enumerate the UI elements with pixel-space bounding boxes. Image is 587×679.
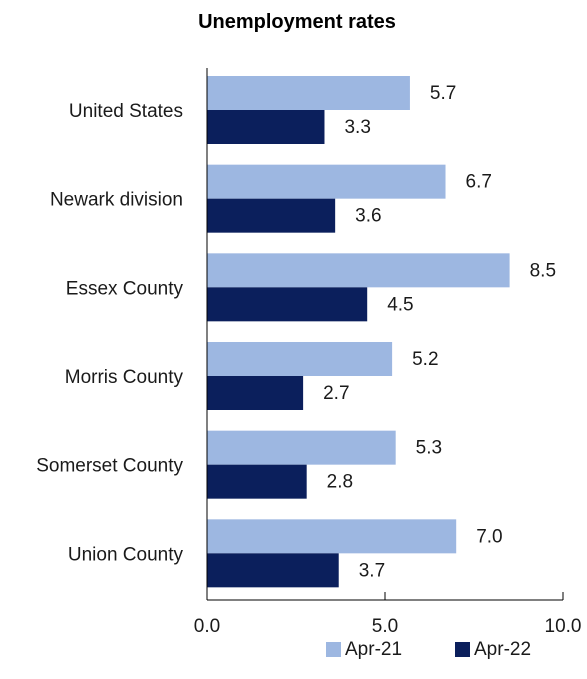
value-label-apr-22-newark-division: 3.6 xyxy=(355,206,381,227)
value-label-apr-21-morris-county: 5.2 xyxy=(412,349,438,370)
value-label-apr-21-somerset-county: 5.3 xyxy=(416,438,442,459)
category-label-somerset-county: Somerset County xyxy=(36,456,183,477)
value-label-apr-21-newark-division: 6.7 xyxy=(466,172,492,193)
value-label-apr-22-union-county: 3.7 xyxy=(359,560,385,581)
bar-apr-22-union-county xyxy=(207,553,339,588)
legend-swatch-apr-21 xyxy=(326,642,341,657)
value-label-apr-22-essex-county: 4.5 xyxy=(387,294,413,315)
x-tick-label: 10.0 xyxy=(545,616,582,637)
value-label-apr-22-somerset-county: 2.8 xyxy=(327,472,353,493)
bar-apr-21-united-states xyxy=(207,76,410,110)
bar-apr-22-essex-county xyxy=(207,287,368,322)
value-label-apr-22-morris-county: 2.7 xyxy=(323,383,349,404)
bar-apr-22-newark-division xyxy=(207,198,336,233)
x-tick-label: 0.0 xyxy=(194,616,220,637)
bars-layer xyxy=(207,76,510,588)
x-axis-ticks: 0.0 5.0 10.0 xyxy=(194,592,582,637)
value-label-apr-22-united-states: 3.3 xyxy=(344,117,370,138)
chart-title: Unemployment rates xyxy=(198,11,396,33)
bar-apr-21-union-county xyxy=(207,519,457,554)
category-label-essex-county: Essex County xyxy=(66,278,184,299)
bar-apr-21-somerset-county xyxy=(207,430,396,465)
legend-label-apr-21: Apr-21 xyxy=(345,639,402,660)
category-label-union-county: Union County xyxy=(68,544,184,565)
bar-apr-21-newark-division xyxy=(207,164,446,199)
x-tick-label: 5.0 xyxy=(372,616,398,637)
bar-apr-22-morris-county xyxy=(207,376,304,410)
category-label-newark-division: Newark division xyxy=(50,190,183,211)
category-label-morris-county: Morris County xyxy=(65,367,184,388)
value-label-apr-21-essex-county: 8.5 xyxy=(530,260,556,281)
legend-swatch-apr-22 xyxy=(455,642,470,657)
bar-apr-21-morris-county xyxy=(207,342,393,376)
value-label-apr-21-united-states: 5.7 xyxy=(430,83,456,104)
labels-layer: United States 5.7 3.3 Newark division 6.7 3.6… xyxy=(36,83,556,581)
category-label-united-states: United States xyxy=(69,101,183,122)
bar-apr-22-somerset-county xyxy=(207,464,307,499)
bar-apr-22-united-states xyxy=(207,110,325,144)
legend: Apr-21 Apr-22 xyxy=(326,639,531,660)
value-label-apr-21-union-county: 7.0 xyxy=(476,526,502,547)
bar-apr-21-essex-county xyxy=(207,253,510,288)
legend-label-apr-22: Apr-22 xyxy=(474,639,531,660)
